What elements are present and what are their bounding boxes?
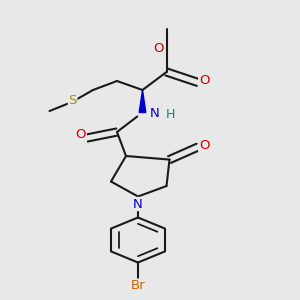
Polygon shape	[139, 90, 146, 112]
Text: Br: Br	[131, 279, 145, 292]
Text: O: O	[76, 128, 86, 142]
Text: N: N	[133, 197, 143, 211]
Text: S: S	[68, 94, 77, 107]
Text: H: H	[165, 107, 175, 121]
Text: O: O	[154, 41, 164, 55]
Text: O: O	[199, 139, 209, 152]
Text: O: O	[199, 74, 209, 88]
Text: N: N	[150, 107, 160, 120]
